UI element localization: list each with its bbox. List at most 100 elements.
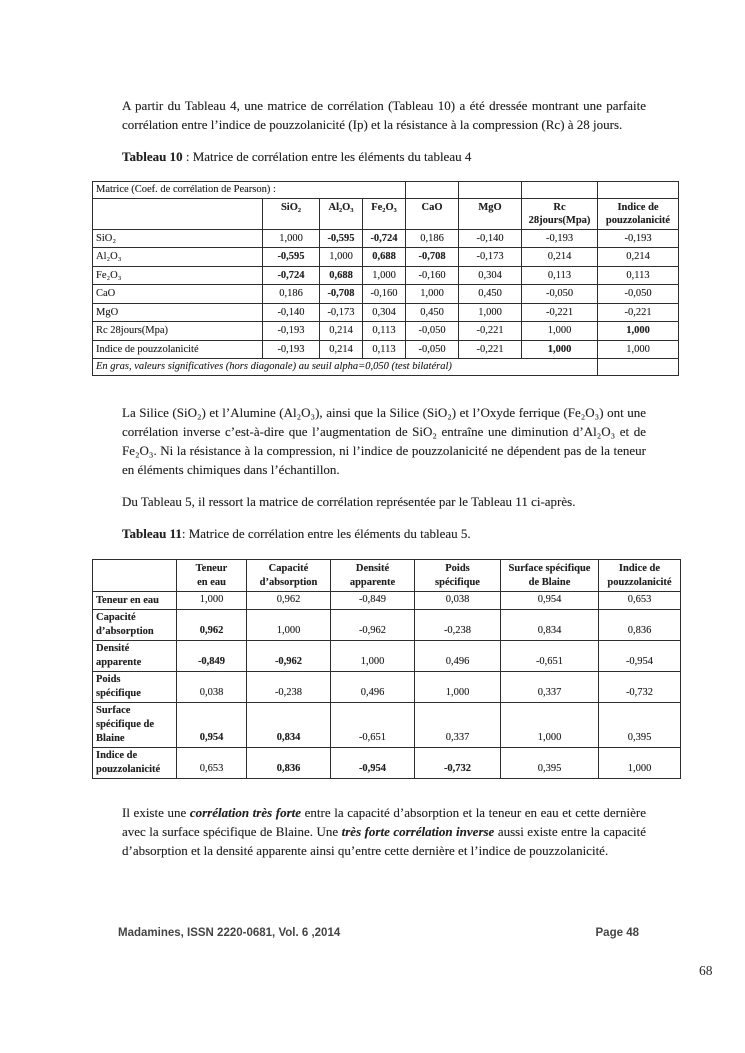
table11-value-cell: 1,000 <box>598 746 681 779</box>
table10-value-cell: 0,113 <box>361 339 407 359</box>
table10-value-cell: 1,000 <box>405 284 460 304</box>
table11-value-cell: 0,962 <box>246 590 331 610</box>
page-footer: Madamines, ISSN 2220-0681, Vol. 6 ,2014 … <box>118 927 639 939</box>
footer-journal: Madamines, ISSN 2220-0681, Vol. 6 ,2014 <box>118 927 341 939</box>
table10-col-header: SiO₂ <box>262 197 320 230</box>
table10-note: En gras, valeurs significatives (hors di… <box>91 358 599 376</box>
table10-value-cell: -0,050 <box>597 284 680 304</box>
table10-value-cell: -0,595 <box>319 228 363 248</box>
table11-value-cell: -0,954 <box>330 746 415 779</box>
table11-value-cell: -0,238 <box>246 670 331 703</box>
table11-caption-label: Tableau 11 <box>122 525 182 541</box>
table11-value-cell: 1,000 <box>500 701 599 748</box>
table10-data-row: Fe₂O₃ -0,724 0,688 1,000 -0,160 0,304 0,113 0,1… <box>92 265 680 285</box>
table10-value-cell: -0,173 <box>458 247 523 267</box>
table11-value-cell: -0,651 <box>500 639 599 672</box>
table11-value-cell: 1,000 <box>330 639 415 672</box>
table11-value-cell: -0,849 <box>330 590 415 610</box>
table11-value-cell: 0,653 <box>176 746 247 779</box>
table10-value-cell: -0,193 <box>262 339 320 359</box>
table10-value-cell: 0,113 <box>521 265 599 285</box>
table10-value-cell: -0,193 <box>262 321 320 341</box>
table10-data-row: SiO₂ 1,000 -0,595 -0,724 0,186 -0,140 -0,193 -0… <box>92 228 680 248</box>
table10-value-cell: 1,000 <box>458 302 523 322</box>
table10-value-cell: -0,221 <box>597 302 680 322</box>
table10-col-header: Al₂O₃ <box>319 197 363 230</box>
table11-row-label: Capacité d’absorption <box>92 608 177 641</box>
table10-value-cell: 0,214 <box>597 247 680 267</box>
table10-row-label: CaO <box>92 284 263 304</box>
table11-value-cell: 0,836 <box>598 608 681 641</box>
table10-matrix-title: Matrice (Coef. de corrélation de Pearson… <box>91 181 407 199</box>
table10-row-label: SiO₂ <box>92 228 263 248</box>
table11-value-cell: -0,954 <box>598 639 681 672</box>
table11-value-cell: 0,962 <box>176 608 247 641</box>
table11-value-cell: 0,337 <box>414 701 501 748</box>
table11-value-cell: -0,849 <box>176 639 247 672</box>
table11-value-cell: 0,038 <box>414 590 501 610</box>
table11-data-row: Indice de pouzzolanicité 0,653 0,836 -0,954… <box>92 746 681 779</box>
table10-value-cell: 0,450 <box>458 284 523 304</box>
table10-value-cell: 1,000 <box>597 339 680 359</box>
table10-caption-label: Tableau 10 <box>122 149 183 164</box>
table11-value-cell: -0,962 <box>330 608 415 641</box>
table10-col-header: Rc 28jours(Mpa) <box>521 197 599 230</box>
table11-value-cell: 1,000 <box>176 590 247 610</box>
table11-row-label: Surface spécifique de Blaine <box>92 701 177 748</box>
table10-value-cell: 0,113 <box>597 265 680 285</box>
table10-value-cell: 1,000 <box>597 321 680 341</box>
table11-data-row: Capacité d’absorption 0,962 1,000 -0,962 -0,… <box>92 608 681 641</box>
conclusion-text-2: entre la capacité d’absorption et la ten… <box>122 804 646 839</box>
table11-value-cell: 0,836 <box>246 746 331 779</box>
table10-value-cell: 0,113 <box>361 321 407 341</box>
table10-col-header: Indice de pouzzolanicité <box>597 197 680 230</box>
table10-row-label: Al₂O₃ <box>92 247 263 267</box>
table10-value-cell: -0,708 <box>405 247 460 267</box>
table11-row-label: Densité apparente <box>92 639 177 672</box>
table11-col-header: Densité apparente <box>330 558 415 592</box>
table10-row-label: MgO <box>92 302 263 322</box>
table10-value-cell: -0,595 <box>262 247 320 267</box>
table10-empty-cell <box>597 358 680 376</box>
table10-value-cell: 0,688 <box>319 265 363 285</box>
table11-data-row: Densité apparente -0,849 -0,962 1,000 0,496-… <box>92 639 681 672</box>
table10-value-cell: -0,221 <box>458 321 523 341</box>
table10-value-cell: -0,724 <box>262 265 320 285</box>
table11: Teneur en eau Capacité d’absorption Densit… <box>92 558 681 779</box>
table10-empty-cell <box>597 181 680 199</box>
table11-value-cell: 0,834 <box>500 608 599 641</box>
document-body: A partir du Tableau 4, une matrice de co… <box>91 96 681 873</box>
table10-value-cell: -0,050 <box>521 284 599 304</box>
table11-body: Teneur en eau Capacité d’absorption Densit… <box>92 558 681 779</box>
conclusion-text-3: aussi existe entre la capacité d’absorpt… <box>122 823 647 858</box>
table10-empty-cell <box>521 181 599 199</box>
table10-value-cell: 0,214 <box>319 339 363 359</box>
table11-header-row: Teneur en eau Capacité d’absorption Densit… <box>92 558 681 592</box>
table10-header-row: SiO₂ Al₂O₃ Fe₂O₃ CaO MgO Rc 28jours(Mpa) Indic… <box>92 197 680 230</box>
table10-row-label: Fe₂O₃ <box>92 265 263 285</box>
table11-value-cell: -0,651 <box>330 701 415 748</box>
conclusion-emphasis-2: très forte corrélation inverse <box>341 823 495 839</box>
table10-value-cell: 1,000 <box>361 265 407 285</box>
table10-caption-text: : Matrice de corrélation entre les éléme… <box>182 149 472 164</box>
table11-value-cell: 0,954 <box>500 590 599 610</box>
table10-value-cell: -0,140 <box>262 302 320 322</box>
table10-value-cell: 0,450 <box>405 302 460 322</box>
table11-data-row: Poids spécifique 0,038 -0,238 0,496 1,000 0,3… <box>92 670 681 703</box>
table11-value-cell: -0,732 <box>414 746 501 779</box>
table10: Matrice (Coef. de corrélation de Pearson… <box>91 181 680 376</box>
table10-value-cell: 1,000 <box>521 339 599 359</box>
table10-value-cell: -0,050 <box>405 321 460 341</box>
table11-value-cell: 0,834 <box>246 701 331 748</box>
conclusion-emphasis-1: corrélation très forte <box>189 804 302 820</box>
table11-value-cell: -0,962 <box>246 639 331 672</box>
table11-row-label: Teneur en eau <box>92 590 177 610</box>
table10-value-cell: 0,304 <box>361 302 407 322</box>
table11-value-cell: 0,395 <box>500 746 599 779</box>
paragraph-conclusion: Il existe une corrélation très forte ent… <box>122 803 646 860</box>
table10-body: Matrice (Coef. de corrélation de Pearson… <box>91 181 680 376</box>
table10-empty-cell <box>405 181 460 199</box>
table10-value-cell: 0,304 <box>458 265 523 285</box>
table10-value-cell: -0,160 <box>405 265 460 285</box>
table10-empty-cell <box>458 181 523 199</box>
